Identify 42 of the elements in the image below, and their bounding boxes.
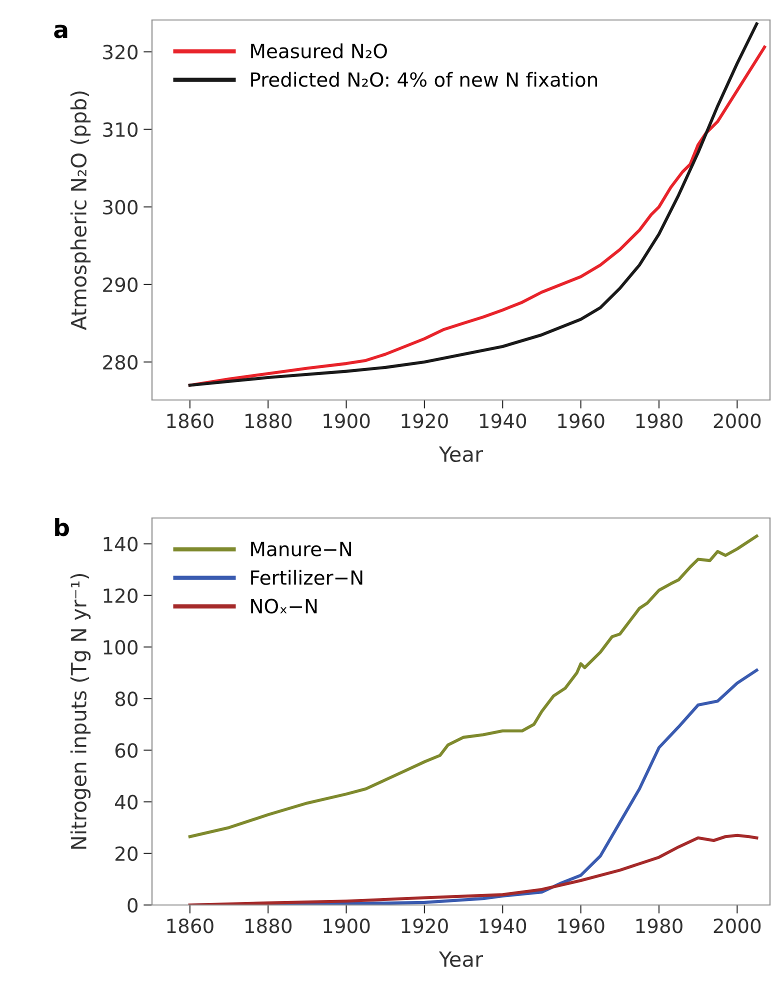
y-tick-label: 320 bbox=[103, 44, 138, 60]
y-tick-label: 310 bbox=[103, 122, 138, 138]
y-axis-title: Nitrogen inputs (Tg N yr⁻¹) bbox=[70, 574, 91, 849]
x-tick-label: 1860 bbox=[167, 918, 214, 934]
x-axis-title: Year bbox=[438, 952, 484, 968]
y-tick-label: 120 bbox=[104, 588, 138, 604]
legend-label: Measured N₂O bbox=[251, 43, 387, 58]
y-tick-label: 0 bbox=[128, 898, 138, 913]
x-axis-title: Year bbox=[438, 446, 484, 462]
x-tick-label: 1860 bbox=[167, 414, 214, 428]
y-tick-label: 40 bbox=[115, 794, 138, 810]
x-tick-label: 1980 bbox=[636, 414, 682, 428]
x-tick-label: 1900 bbox=[324, 918, 370, 934]
y-tick-label: 300 bbox=[103, 200, 138, 215]
x-tick-label: 1900 bbox=[324, 414, 370, 428]
text: b bbox=[55, 518, 69, 536]
line-series bbox=[188, 534, 758, 838]
x-tick-label: 1920 bbox=[402, 414, 448, 428]
y-tick-label: 80 bbox=[115, 692, 138, 706]
x-tick-label: 2000 bbox=[714, 414, 761, 428]
y-tick-label: 100 bbox=[104, 640, 138, 655]
y-axis-title: Atmospheric N₂O (ppb) bbox=[70, 92, 91, 330]
y-tick-label: 290 bbox=[103, 277, 138, 292]
x-tick-label: 1960 bbox=[558, 414, 604, 428]
x-tick-label: 1940 bbox=[480, 414, 526, 428]
legend-label: Manure−N bbox=[251, 542, 352, 556]
x-tick-label: 1940 bbox=[480, 918, 526, 934]
y-tick-label: 280 bbox=[103, 354, 138, 370]
x-tick-label: 1880 bbox=[245, 918, 292, 934]
x-tick-label: 1920 bbox=[402, 918, 448, 934]
x-tick-label: 2000 bbox=[714, 918, 761, 934]
y-tick-label: 20 bbox=[115, 846, 138, 862]
y-tick-label: 60 bbox=[115, 743, 138, 758]
legend-label: Fertilizer−N bbox=[251, 570, 362, 585]
text: a bbox=[54, 24, 68, 38]
y-tick-label: 140 bbox=[104, 536, 138, 552]
x-tick-label: 1980 bbox=[636, 918, 682, 934]
line-series bbox=[188, 834, 758, 905]
x-tick-label: 1880 bbox=[245, 414, 292, 428]
legend-label: Predicted N₂O: 4% of new N fixation bbox=[251, 72, 598, 87]
legend-label: NOₓ−N bbox=[251, 598, 317, 614]
x-tick-label: 1960 bbox=[558, 918, 604, 934]
